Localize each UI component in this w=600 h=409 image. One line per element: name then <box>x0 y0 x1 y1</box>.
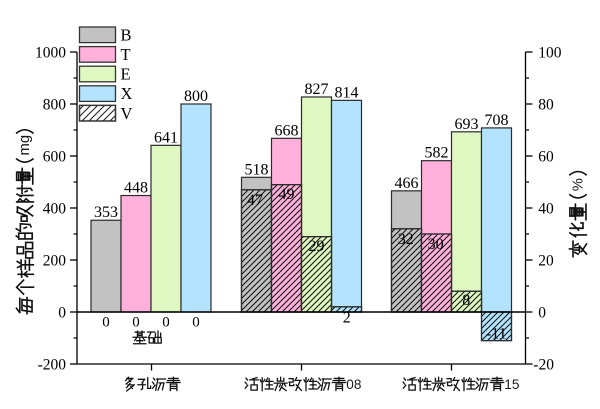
svg-text:800: 800 <box>184 88 208 105</box>
svg-text:827: 827 <box>305 81 329 98</box>
svg-text:100: 100 <box>538 44 562 61</box>
svg-text:518: 518 <box>245 161 269 178</box>
svg-text:0: 0 <box>102 314 110 330</box>
svg-text:600: 600 <box>43 148 67 165</box>
svg-text:814: 814 <box>335 84 359 101</box>
svg-text:X: X <box>121 84 133 103</box>
svg-text:-11: -11 <box>486 326 507 343</box>
svg-text:1000: 1000 <box>35 44 66 61</box>
svg-text:-200: -200 <box>38 356 67 373</box>
svg-text:0: 0 <box>192 314 200 330</box>
svg-text:%: % <box>570 178 586 191</box>
svg-text:693: 693 <box>455 116 479 133</box>
svg-text:448: 448 <box>124 180 148 197</box>
svg-text:V: V <box>121 104 133 123</box>
svg-text:641: 641 <box>154 129 178 146</box>
svg-text:466: 466 <box>395 175 419 192</box>
svg-text:T: T <box>121 45 131 64</box>
svg-text:200: 200 <box>43 252 67 269</box>
svg-text:08: 08 <box>346 377 361 392</box>
svg-text:0: 0 <box>538 304 546 321</box>
svg-text:E: E <box>121 65 131 84</box>
svg-text:32: 32 <box>398 231 414 248</box>
svg-text:0: 0 <box>162 314 170 330</box>
svg-text:20: 20 <box>538 252 554 269</box>
svg-text:B: B <box>121 25 132 44</box>
svg-text:80: 80 <box>538 96 554 113</box>
svg-text:47: 47 <box>247 192 263 209</box>
svg-text:708: 708 <box>485 112 509 129</box>
svg-text:15: 15 <box>504 377 519 392</box>
svg-text:29: 29 <box>309 238 325 255</box>
svg-text:582: 582 <box>425 145 449 162</box>
svg-text:8: 8 <box>462 292 470 309</box>
svg-text:353: 353 <box>94 204 118 221</box>
svg-text:800: 800 <box>43 96 67 113</box>
svg-text:0: 0 <box>58 304 66 321</box>
svg-text:2: 2 <box>343 309 351 326</box>
svg-text:400: 400 <box>43 200 67 217</box>
svg-text:30: 30 <box>428 236 444 253</box>
svg-text:40: 40 <box>538 200 554 217</box>
svg-text:668: 668 <box>275 122 299 139</box>
svg-text:0: 0 <box>132 314 140 330</box>
svg-text:49: 49 <box>279 186 295 203</box>
svg-text:-20: -20 <box>533 356 554 373</box>
svg-text:mg: mg <box>17 135 33 156</box>
svg-text:60: 60 <box>538 148 554 165</box>
